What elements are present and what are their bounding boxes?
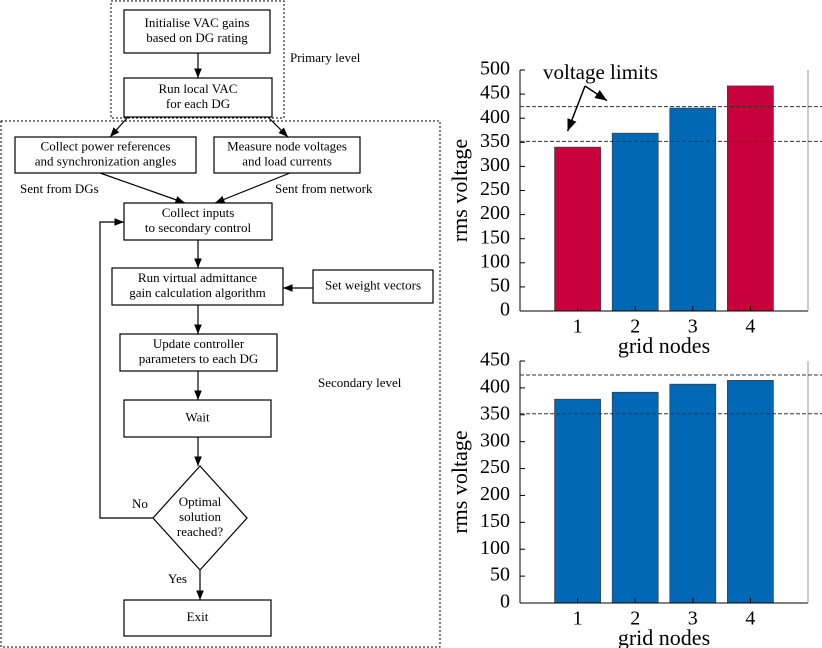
y-tick-label: 0: [500, 299, 510, 321]
node-text: Exit: [187, 609, 209, 624]
y-axis-label: rms voltage: [447, 139, 472, 242]
process-box: [111, 267, 284, 306]
arrow: [99, 172, 186, 204]
x-tick-label: 3: [688, 316, 698, 338]
y-tick-label: 250: [480, 178, 510, 200]
y-tick-label: 450: [480, 349, 510, 371]
node-text: Optimal: [179, 494, 222, 509]
y-tick-label: 350: [480, 130, 510, 152]
flow-label: Sent from network: [275, 181, 373, 196]
x-axis-label: grid nodes: [618, 333, 710, 358]
y-tick-label: 300: [480, 429, 510, 451]
process-box: [312, 269, 434, 304]
process-box: [123, 399, 272, 438]
node-text: Collect power references: [41, 138, 171, 153]
node-text: Wait: [185, 409, 210, 424]
process-box: [123, 202, 273, 241]
y-tick-label: 450: [480, 82, 510, 104]
bar: [669, 383, 717, 604]
process-box: [14, 136, 197, 174]
y-tick-label: 150: [480, 226, 510, 248]
bar: [669, 107, 717, 312]
y-tick-label: 500: [480, 58, 510, 80]
x-tick-label: 2: [630, 316, 640, 338]
loop-arrow: [99, 218, 153, 519]
node-text: to secondary control: [145, 220, 252, 235]
node-text: Measure node voltages: [227, 138, 347, 153]
y-tick-label: 50: [490, 274, 510, 296]
x-tick-label: 1: [573, 316, 583, 338]
y-tick-label: 250: [480, 456, 510, 478]
primary-region: [110, 0, 285, 119]
node-text: and load currents: [242, 153, 332, 168]
y-tick-label: 150: [480, 510, 510, 532]
flow-label: Secondary level: [318, 375, 402, 390]
node-text: gain calculation algorithm: [129, 285, 265, 300]
node-text: Update controller: [153, 336, 245, 351]
y-tick-label: 300: [480, 154, 510, 176]
flow-label: Sent from DGs: [20, 181, 99, 196]
node-text: Run virtual admittance: [138, 270, 257, 285]
bar: [611, 391, 659, 604]
node-text: Initialise VAC gains: [145, 15, 250, 30]
y-tick-label: 400: [480, 375, 510, 397]
node-text: Run local VAC: [159, 81, 238, 96]
annotation: voltage limits: [543, 60, 658, 84]
bar: [554, 398, 601, 604]
node-text: and synchronization angles: [35, 153, 177, 168]
arrows: [99, 53, 313, 600]
x-tick-label: 2: [630, 608, 640, 630]
decision-box: [152, 465, 248, 571]
arrow: [109, 116, 129, 138]
process-box: [213, 136, 361, 174]
x-tick-label: 1: [573, 608, 583, 630]
secondary-region: [0, 120, 441, 648]
annotation-arrow: [566, 85, 586, 132]
x-axis-label: grid nodes: [618, 625, 710, 648]
node-text: Set weight vectors: [325, 277, 421, 292]
node-text: reached?: [177, 524, 223, 539]
bar: [727, 85, 774, 312]
node-text: based on DG rating: [146, 30, 248, 45]
y-tick-label: 200: [480, 483, 510, 505]
y-axis-label: rms voltage: [447, 430, 472, 533]
node-text: Collect inputs: [162, 205, 235, 220]
y-tick-label: 100: [480, 250, 510, 272]
y-tick-label: 100: [480, 537, 510, 559]
arrow: [267, 116, 289, 138]
node-text: for each DG: [166, 96, 230, 111]
x-tick-label: 3: [688, 608, 698, 630]
y-tick-label: 50: [490, 564, 510, 586]
process-box: [123, 77, 273, 118]
annotation-arrow: [584, 85, 608, 102]
y-tick-label: 200: [480, 202, 510, 224]
process-box: [123, 599, 272, 637]
node-text: parameters to each DG: [139, 351, 258, 366]
flow-label: Primary level: [290, 50, 361, 65]
process-box: [123, 9, 271, 54]
bar: [554, 146, 601, 312]
x-tick-label: 4: [745, 316, 755, 338]
y-tick-label: 0: [500, 591, 510, 613]
y-tick-label: 400: [480, 106, 510, 128]
flow-label: Yes: [168, 571, 187, 586]
y-tick-label: 350: [480, 402, 510, 424]
bar: [611, 132, 659, 312]
arrow: [214, 172, 291, 204]
process-box: [119, 333, 278, 372]
flow-label: No: [132, 496, 148, 511]
node-text: solution: [179, 509, 221, 524]
x-tick-label: 4: [745, 608, 755, 630]
